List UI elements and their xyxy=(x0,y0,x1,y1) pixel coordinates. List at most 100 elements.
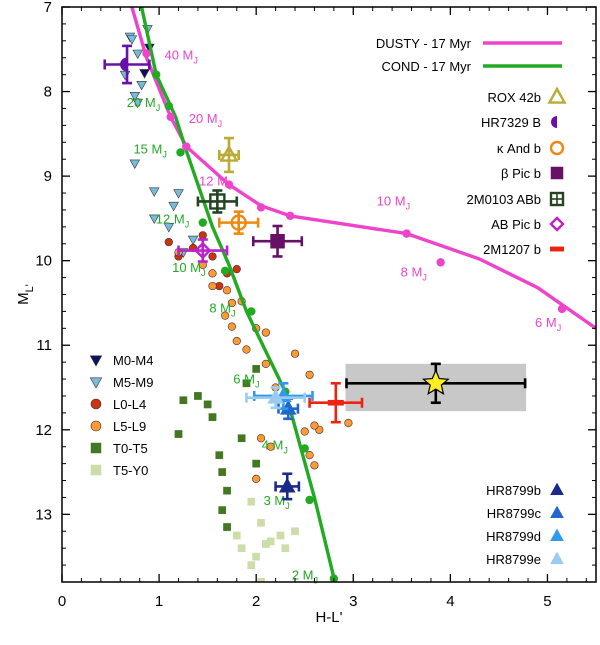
field-point-t0-t5 xyxy=(252,365,261,373)
field-point-l5-l9 xyxy=(232,336,241,346)
mass-label-dusty-12-m: 12 MJ xyxy=(199,173,232,191)
field-point-t0-t5 xyxy=(218,506,227,514)
field-point-t0-t5 xyxy=(218,468,227,476)
x-tick-label-3: 3 xyxy=(349,593,357,610)
field-point-t5-y0 xyxy=(237,544,246,553)
mass-label-cond-2-m: 2 MJ xyxy=(292,568,318,586)
mass-point-cond xyxy=(247,307,256,316)
model-curves xyxy=(130,7,596,582)
field-point-m5-m9 xyxy=(173,189,184,199)
legend-marker-hr8799e xyxy=(550,551,564,564)
legend-label-l0-l4: L0-L4 xyxy=(113,397,146,412)
legend-label-hr8799b: HR8799b xyxy=(486,483,541,498)
mass-point-dusty xyxy=(285,211,295,221)
errorbar-and-b xyxy=(217,210,260,235)
x-tick-label-2: 2 xyxy=(252,593,260,610)
field-point-m5-m9 xyxy=(136,80,147,91)
field-point-m5-m9 xyxy=(129,159,141,170)
mass-label-dusty-20-m: 20 MJ xyxy=(189,111,222,129)
legend-label-t0-t5: T0-T5 xyxy=(113,441,148,456)
y-tick-label-13: 13 xyxy=(35,506,52,523)
mass-label-dusty-8-m: 8 MJ xyxy=(401,264,427,282)
legend-label-hr7329-b: HR7329 B xyxy=(481,115,541,130)
x-tick-label-5: 5 xyxy=(543,593,551,610)
y-tick-label-8: 8 xyxy=(44,84,52,101)
legend-marker-and-b xyxy=(549,140,565,156)
legend-label-hr8799c: HR8799c xyxy=(487,506,542,521)
legend-label-pic-b: β Pic b xyxy=(501,166,541,181)
field-point-m5-m9 xyxy=(119,70,131,81)
legend-label-m5-m9: M5-M9 xyxy=(113,375,153,390)
field-point-l5-l9 xyxy=(310,421,319,430)
mass-point-cond xyxy=(151,70,161,79)
legend-marker-m0-m4 xyxy=(89,355,103,367)
legend-marker-l0-l4 xyxy=(90,398,102,410)
field-point-t5-y0 xyxy=(252,552,261,561)
mass-label-cond-10-m: 10 MJ xyxy=(172,260,205,278)
field-point-t0-t5 xyxy=(223,486,231,495)
field-point-m5-m9 xyxy=(126,35,138,45)
field-point-l5-l9 xyxy=(290,349,300,358)
field-point-l5-l9 xyxy=(227,298,237,308)
field-point-m5-m9 xyxy=(129,91,141,102)
field-point-l5-l9 xyxy=(261,328,270,337)
legend-marker-rox-42b xyxy=(547,86,567,104)
marker-2m1207-b xyxy=(327,399,344,406)
field-point-l0-l4 xyxy=(164,237,173,247)
field-point-m0-m4 xyxy=(139,69,150,79)
field-point-t5-y0 xyxy=(247,497,256,506)
field-point-t5-y0 xyxy=(291,527,299,536)
mass-label-dusty-40-m: 40 MJ xyxy=(164,48,197,66)
field-point-l5-l9 xyxy=(305,451,314,460)
mass-label-cond-8-m: 8 MJ xyxy=(209,300,235,318)
mass-point-cond xyxy=(198,218,207,227)
x-tick-label-4: 4 xyxy=(446,593,454,610)
y-tick-label-7: 7 xyxy=(44,0,52,16)
field-point-l0-l4 xyxy=(198,231,207,240)
marker-ab-pic-b xyxy=(194,241,212,260)
errorbar-rox-42b xyxy=(217,136,241,174)
field-point-t5-y0 xyxy=(281,544,290,553)
legend-label-2m0103-abb: 2M0103 ABb xyxy=(467,192,541,207)
field-point-t0-t5 xyxy=(223,523,231,531)
field-point-m5-m9 xyxy=(148,214,160,225)
field-point-t5-y0 xyxy=(257,578,265,582)
field-point-l5-l9 xyxy=(305,370,314,379)
field-point-t5-y0 xyxy=(232,531,241,540)
field-objects xyxy=(119,25,353,582)
marker-hr8799b xyxy=(278,477,296,493)
field-point-m5-m9 xyxy=(168,201,179,212)
field-point-l5-l9 xyxy=(261,359,270,368)
mass-point-dusty xyxy=(224,180,234,189)
series-line-cond-17-myr xyxy=(139,7,336,579)
mass-point-cond xyxy=(164,101,173,111)
mass-label-cond-12-m: 12 MJ xyxy=(156,212,189,230)
marker-pic-b xyxy=(270,233,285,249)
legend-label-m0-m4: M0-M4 xyxy=(113,353,153,368)
legend-marker-hr7329-b xyxy=(551,116,557,128)
field-point-m5-m9 xyxy=(132,49,143,60)
field-point-t5-y0 xyxy=(247,561,256,569)
field-point-m5-m9 xyxy=(187,235,199,246)
mass-label-dusty-6-m: 6 MJ xyxy=(535,315,561,333)
legend-bottom-right: HR8799b HR8799c HR8799d HR8799e xyxy=(486,482,564,567)
marker-rox-42b xyxy=(219,144,239,162)
mass-point-dusty xyxy=(166,112,175,122)
field-point-m5-m9 xyxy=(132,98,143,109)
field-point-t5-y0 xyxy=(266,537,275,546)
field-point-l5-l9 xyxy=(208,269,217,278)
mass-point-cond xyxy=(220,266,230,276)
field-point-l5-l9 xyxy=(222,286,232,295)
mass-point-cond xyxy=(176,148,185,157)
field-point-l5-l9 xyxy=(208,281,217,291)
field-point-m5-m9 xyxy=(148,187,160,197)
legend-marker-ab-pic-b xyxy=(549,216,565,232)
field-point-l5-l9 xyxy=(300,427,309,436)
mass-label-dusty-10-m: 10 MJ xyxy=(377,194,410,212)
field-point-t0-t5 xyxy=(252,459,261,468)
legend-marker-pic-b xyxy=(550,166,564,180)
field-point-t5-y0 xyxy=(276,531,285,540)
field-point-t0-t5 xyxy=(237,434,246,443)
legend-marker-t0-t5 xyxy=(90,442,102,454)
